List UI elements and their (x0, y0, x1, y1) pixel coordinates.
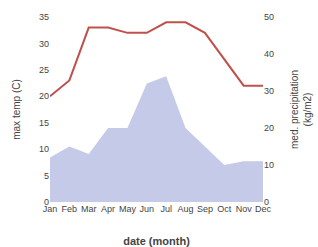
svg-text:35: 35 (39, 12, 49, 22)
svg-text:Mar: Mar (81, 204, 97, 214)
svg-text:0: 0 (44, 197, 49, 207)
svg-text:Nov: Nov (236, 204, 253, 214)
svg-text:Jul: Jul (160, 204, 172, 214)
svg-text:10: 10 (264, 160, 274, 170)
svg-text:Jan: Jan (43, 204, 58, 214)
svg-text:Sep: Sep (197, 204, 213, 214)
svg-text:Aug: Aug (178, 204, 194, 214)
svg-text:med. precipitation(kg/m2): med. precipitation(kg/m2) (289, 70, 313, 149)
svg-text:15: 15 (39, 118, 49, 128)
svg-text:Oct: Oct (217, 204, 232, 214)
svg-text:10: 10 (39, 144, 49, 154)
svg-text:Feb: Feb (62, 204, 78, 214)
svg-text:20: 20 (39, 91, 49, 101)
svg-text:Dec: Dec (255, 204, 272, 214)
svg-text:date (month): date (month) (123, 235, 190, 247)
svg-text:50: 50 (264, 12, 274, 22)
svg-text:30: 30 (264, 86, 274, 96)
svg-text:30: 30 (39, 39, 49, 49)
svg-text:Apr: Apr (101, 204, 115, 214)
svg-text:5: 5 (44, 171, 49, 181)
svg-text:25: 25 (39, 65, 49, 75)
svg-text:40: 40 (264, 49, 274, 59)
svg-text:max temp (C): max temp (C) (11, 79, 22, 140)
svg-text:May: May (119, 204, 137, 214)
svg-text:0: 0 (264, 197, 269, 207)
svg-text:Jun: Jun (140, 204, 155, 214)
svg-text:20: 20 (264, 123, 274, 133)
